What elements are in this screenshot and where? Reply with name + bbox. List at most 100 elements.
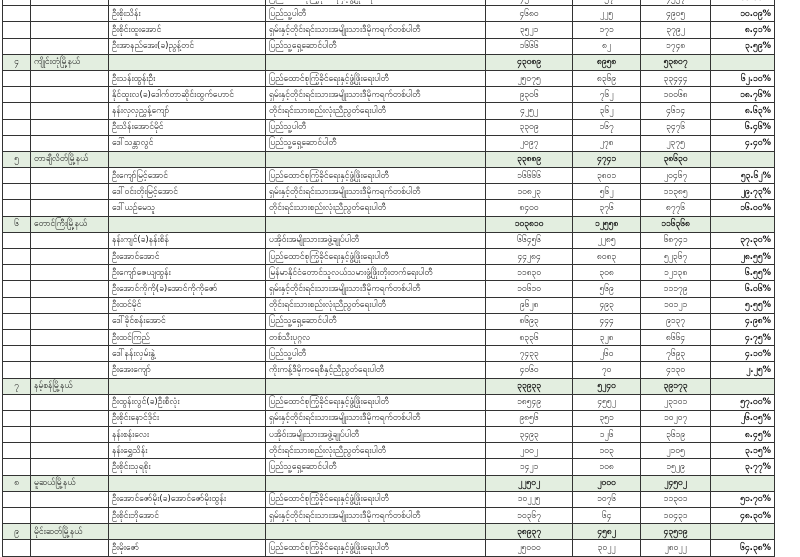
no-cell xyxy=(2,37,31,55)
party-name: တိုင်းရင်းသားစည်းလုံးညီညွတ်ရေးပါတီ xyxy=(265,102,486,120)
advance-votes: ၁၀၇၆ xyxy=(572,490,641,509)
vote-percentage: ၁၈.၇၆% xyxy=(710,86,775,104)
township-cell xyxy=(30,247,109,266)
party-name: ပြည်ထောင်စုကြံ့ခိုင်ရေးနှင့်ဖွံ့ဖြိုးရေး… xyxy=(265,539,486,557)
township-cell xyxy=(30,539,109,557)
vote-percentage: ၈.၄၅% xyxy=(710,426,775,444)
party-name: တစ်သီးပုဂ္ဂလ xyxy=(265,328,486,347)
advance-votes: ၁၂၆ xyxy=(572,426,641,444)
empty-cell xyxy=(710,523,775,541)
candidate-name: နန်းလှလှညွှန့်ကျော် xyxy=(108,102,266,120)
no-cell xyxy=(2,134,31,152)
township-cell xyxy=(30,361,109,379)
no-cell xyxy=(2,247,31,266)
township-number: ၆ xyxy=(2,215,31,233)
vote-percentage: ၂၉.၇၃% xyxy=(710,183,775,201)
township-row: ၆တောင်ကြီးမြို့နယ် ၁၀၃၈၁၀ ၁၂၅၅၈ ၁၁၆၃၆၈ xyxy=(2,215,775,233)
township-cell xyxy=(30,490,109,509)
candidate-name: ဦးစိုင်းထူးအောင် xyxy=(108,21,266,39)
table-row: ဦးအေးကျော် ကိုးကန့်ဒီမိုကရေစီနှင့်ညီညွတ်ရ… xyxy=(2,361,775,379)
township-number: ၅ xyxy=(2,150,31,169)
table-row: ဦးအောင်အောင် ပြည်ထောင်စုကြံ့ခိုင်ရေးနှင့်… xyxy=(2,247,775,266)
empty-cell xyxy=(710,150,775,169)
advance-votes: ၁၀၈ xyxy=(572,458,641,476)
vote-percentage: ၅၇.၀၀% xyxy=(710,393,775,411)
advance-votes: ၃၂၈ xyxy=(572,328,641,347)
no-cell xyxy=(2,426,31,444)
township-cell xyxy=(30,506,109,525)
table-row: ဦးထင်မိုင် တိုင်းရင်းသားစည်းလုံးညီညွတ်ရေး… xyxy=(2,296,775,314)
candidate-name: ဦးကျော်ဇေယျထွန်း xyxy=(108,264,266,282)
valid-votes: ၁၀၆၁၀ xyxy=(485,280,573,298)
election-results-table: ပြည်ထောင်စုကြံ့ခိုင်ရေးနှင့်ဖွံ့ဖြိုးရေး… xyxy=(2,0,775,557)
advance-votes: ၇၀ xyxy=(572,361,641,379)
township-name: နမ့်စန်မြို့နယ် xyxy=(30,377,109,395)
total-votes: ၃၆၁၉ xyxy=(640,426,711,444)
no-cell xyxy=(2,264,31,282)
table-row: နိုင်ထူးလ(ခ)ဒေါက်တာဆိုင်းထွက်ဟောင် ရှမ်းန… xyxy=(2,86,775,104)
table-row: ဦးအာနည်အေး(ခ)ညွန့်တင် ပြည်သူ့ရှေ့ဆောင်ပါတ… xyxy=(2,37,775,55)
township-cell xyxy=(30,345,109,363)
total-votes: ၄၉၀၅ xyxy=(640,5,711,23)
advance-votes: ၇၆၂ xyxy=(572,86,641,104)
advance-votes: ၂၇၈ xyxy=(572,134,641,152)
table-row: ဦးသန်းထွန်းဦး ပြည်ထောင်စုကြံ့ခိုင်ရေးနှင့… xyxy=(2,69,775,88)
township-cell xyxy=(30,442,109,460)
party-name: ရှမ်းနှင့်တိုင်းရင်းသားအမျိုးသားဒီမိုကရက… xyxy=(265,183,486,201)
table-row: နန်းလှလှညွှန့်ကျော် တိုင်းရင်းသားစည်းလုံး… xyxy=(2,102,775,120)
township-name: မိုင်းဆတ်မြို့နယ် xyxy=(30,523,109,541)
total-votes: ၇၆၉၃ xyxy=(640,345,711,363)
empty-cell xyxy=(108,474,266,492)
vote-percentage: ၆၄.၃၈% xyxy=(710,539,775,557)
total-votes: ၁၀၂၀၇ xyxy=(640,409,711,428)
party-name: ပြည်သူ့ရှေ့ဆောင်ပါတီ xyxy=(265,458,486,476)
valid-votes: ၄၆၈၀ xyxy=(485,5,573,23)
township-cell xyxy=(30,134,109,152)
valid-votes: ၃၅၂၁ xyxy=(485,21,573,39)
valid-votes: ၈၆၉၃ xyxy=(485,312,573,330)
valid-votes: ၁၀၃၆၇ xyxy=(485,506,573,525)
valid-votes: ၂၅၀၀၀ xyxy=(485,539,573,557)
advance-votes: ၅၆၉ xyxy=(572,280,641,298)
total-votes: ၂၃၁၀၁ xyxy=(640,393,711,411)
candidate-name: ဦးထင်ကြည် xyxy=(108,328,266,347)
township-cell xyxy=(30,37,109,55)
no-cell xyxy=(2,458,31,476)
vote-percentage: ၃.၁၅% xyxy=(710,442,775,460)
total-votes: ၁၂၁၃၈ xyxy=(640,264,711,282)
candidate-name: ဦးသိန်းအောင်မိုင် xyxy=(108,118,266,136)
total-votes: ၂၀၄၆၇ xyxy=(640,167,711,185)
candidate-name: ဦးထွန်းလွင်(ခ)ဦးစီလုံး xyxy=(108,393,266,411)
empty-cell xyxy=(265,377,486,395)
advance-votes: ၃၈၀၁ xyxy=(572,167,641,185)
valid-votes: ၄၀၆၀ xyxy=(485,361,573,379)
table-row: ဦးသိန်းအောင်မိုင် ပြည်သူ့ပါတီ ၃၃၀၉ ၁၆၇ ၃၄၇၆၆… xyxy=(2,118,775,136)
vote-percentage: ၆.၅၅% xyxy=(710,264,775,282)
township-cell xyxy=(30,183,109,201)
vote-percentage: ၅၃.၆၂% xyxy=(710,167,775,185)
total-votes: ၁၅၂၉ xyxy=(640,458,711,476)
table-row: ဒေါ်ခိုင်စန်းအောင် ပြည်သူ့ရှေ့ဆောင်ပါတီ ၈၆… xyxy=(2,312,775,330)
advance-votes: ၂၂၅ xyxy=(572,5,641,23)
valid-votes: ၁၀၈၂၃ xyxy=(485,183,573,201)
vote-percentage: ၄၈.၃၀% xyxy=(710,506,775,525)
empty-cell xyxy=(710,53,775,71)
valid-votes: ၁၆၆၆ xyxy=(485,37,573,55)
total-votes: ၄၆၁၄ xyxy=(640,102,711,120)
party-name: တိုင်းရင်းသားစည်းလုံးညီညွတ်ရေးပါတီ xyxy=(265,296,486,314)
township-grand-total: ၁၁၆၃၆၈ xyxy=(640,215,711,233)
empty-cell xyxy=(108,150,266,169)
vote-percentage: ၆.၄၆% xyxy=(710,118,775,136)
township-valid-total: ၄၃၀၈၉ xyxy=(485,53,573,71)
candidate-name: ဦးထင်မိုင် xyxy=(108,296,266,314)
township-advance-total: ၄၇၄၁ xyxy=(572,150,641,169)
party-name: တိုင်းရင်းသားစည်းလုံးညီညွတ်ရေးပါတီ xyxy=(265,199,486,217)
candidate-name: ဒေါ်နန်းလှမ်းနွဲ့ xyxy=(108,345,266,363)
total-votes: ၃၇၉၂ xyxy=(640,21,711,39)
vote-percentage: ၂၈.၅၅% xyxy=(710,247,775,266)
no-cell xyxy=(2,442,31,460)
township-cell xyxy=(30,21,109,39)
valid-votes: ၄၂၅၂ xyxy=(485,102,573,120)
empty-cell xyxy=(710,474,775,492)
valid-votes: ၂၀၉၇ xyxy=(485,134,573,152)
